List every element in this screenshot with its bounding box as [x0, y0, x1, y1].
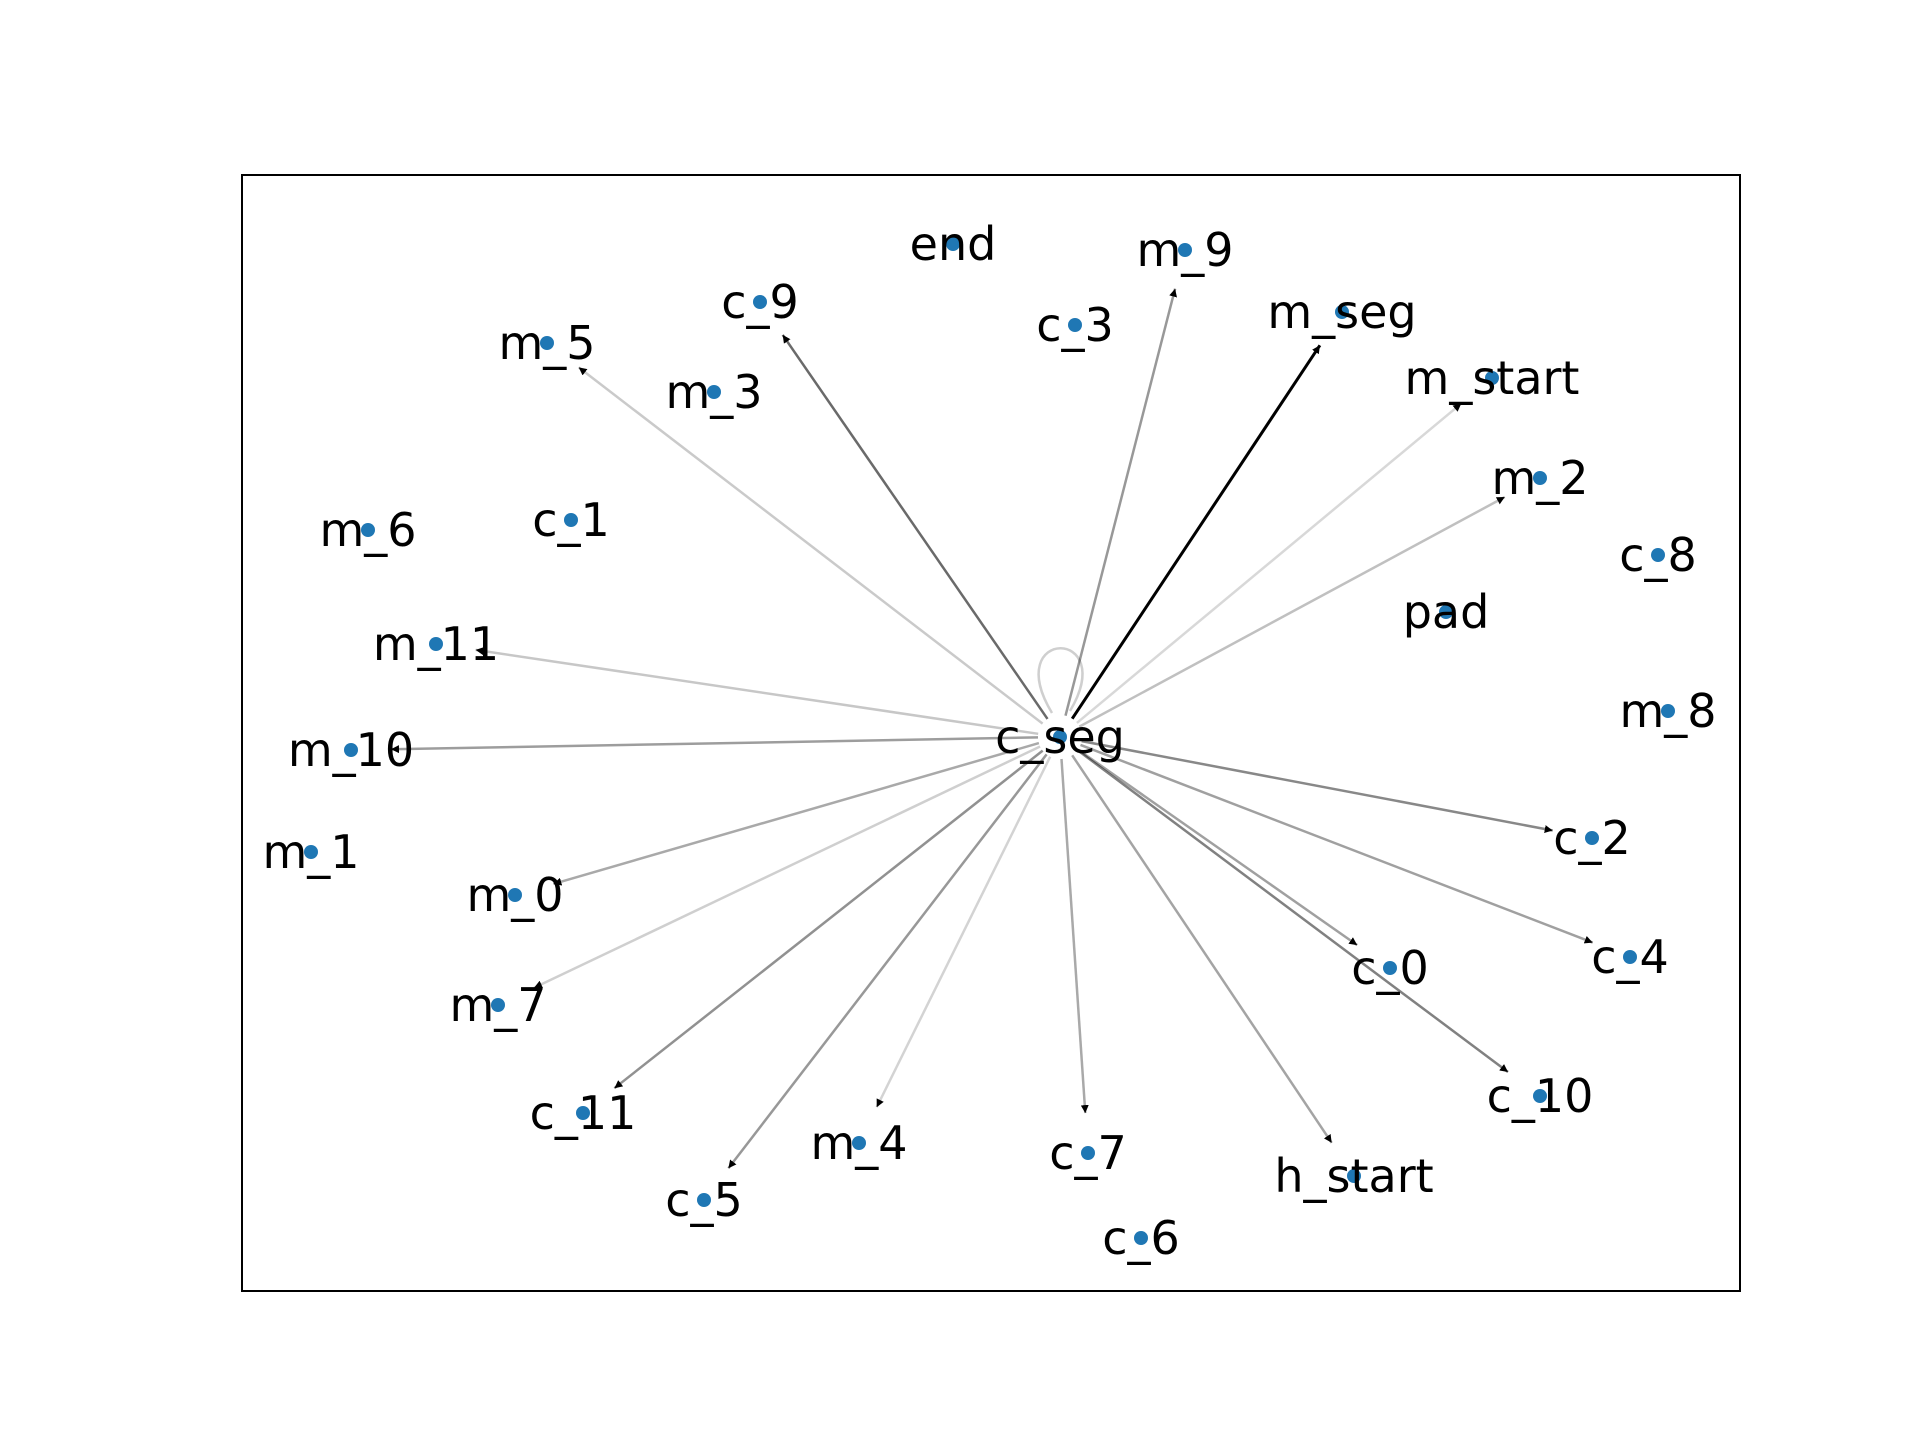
- node-c_6: [1134, 1231, 1148, 1245]
- edge-c_seg-to-c_10: [1076, 749, 1509, 1074]
- node-label-c_6: c_6: [1102, 1211, 1180, 1265]
- node-m_7: [491, 998, 505, 1012]
- node-c_1: [564, 513, 578, 527]
- node-c_4: [1623, 950, 1637, 964]
- node-label-m_8: m_8: [1619, 684, 1716, 738]
- node-m_6: [361, 523, 375, 537]
- node-m_10: [344, 743, 358, 757]
- node-label-m_seg: m_seg: [1267, 285, 1416, 339]
- node-c_11: [576, 1106, 590, 1120]
- edge-c_seg-to-m_10: [390, 736, 1039, 754]
- edge-c_seg-to-c_7: [1060, 758, 1089, 1114]
- node-label-m_10: m_10: [288, 723, 414, 777]
- edge-c_seg-to-m_11: [475, 647, 1039, 736]
- node-label-m_6: m_6: [319, 503, 416, 557]
- node-label-c_seg: c_seg: [995, 710, 1125, 764]
- node-label-c_8: c_8: [1619, 528, 1697, 582]
- edge-c_seg-to-m_5: [577, 366, 1044, 725]
- node-label-m_7: m_7: [449, 978, 546, 1032]
- node-label-m_3: m_3: [665, 365, 762, 419]
- node-label-h_start: h_start: [1274, 1149, 1433, 1203]
- node-label-c_2: c_2: [1553, 811, 1631, 865]
- node-m_2: [1533, 471, 1547, 485]
- node-label-c_1: c_1: [532, 493, 610, 547]
- node-h_start: [1347, 1169, 1361, 1183]
- edges-layer: [390, 288, 1594, 1170]
- node-label-m_9: m_9: [1136, 223, 1233, 277]
- edge-c_seg-to-m_4: [875, 756, 1052, 1108]
- node-c_2: [1585, 831, 1599, 845]
- edge-self-loop-c_seg: [1037, 647, 1084, 714]
- node-pad: [1439, 605, 1453, 619]
- node-m_4: [852, 1136, 866, 1150]
- nodes-layer: [304, 237, 1675, 1245]
- node-label-m_1: m_1: [262, 825, 359, 879]
- plot-frame: [241, 174, 1741, 1292]
- edge-c_seg-to-m_seg: [1070, 344, 1322, 720]
- node-m_0: [508, 888, 522, 902]
- edge-c_seg-to-c_9: [781, 334, 1049, 720]
- node-c_8: [1651, 548, 1665, 562]
- node-c_3: [1068, 318, 1082, 332]
- node-label-m_5: m_5: [498, 316, 595, 370]
- node-label-m_4: m_4: [810, 1116, 907, 1170]
- node-label-c_11: c_11: [530, 1086, 637, 1140]
- edge-c_seg-to-m_7: [533, 745, 1041, 989]
- edge-c_seg-to-c_2: [1081, 739, 1553, 833]
- node-m_1: [304, 845, 318, 859]
- node-c_0: [1383, 961, 1397, 975]
- node-label-c_10: c_10: [1487, 1069, 1594, 1123]
- node-c_7: [1081, 1146, 1095, 1160]
- node-label-c_5: c_5: [665, 1173, 743, 1227]
- node-label-c_4: c_4: [1591, 930, 1669, 984]
- node-m_3: [707, 385, 721, 399]
- node-c_10: [1533, 1089, 1547, 1103]
- edge-c_seg-to-h_start: [1071, 754, 1333, 1144]
- node-label-end: end: [910, 217, 997, 271]
- labels-layer: c_seg end m_9 c_9 m_seg c_3 m_5 m_3 m_start m_2 m_…: [262, 217, 1716, 1265]
- node-label-m_2: m_2: [1491, 451, 1588, 505]
- node-end: [946, 237, 960, 251]
- node-label-pad: pad: [1403, 585, 1490, 639]
- edge-c_seg-to-c_4: [1080, 743, 1594, 944]
- edge-c_seg-to-c_11: [613, 749, 1044, 1090]
- node-c_9: [753, 295, 767, 309]
- edge-c_seg-to-m_start: [1076, 402, 1462, 724]
- node-label-c_0: c_0: [1351, 941, 1429, 995]
- node-m_11: [429, 637, 443, 651]
- node-label-c_3: c_3: [1036, 298, 1114, 352]
- node-m_5: [540, 336, 554, 350]
- node-label-m_11: m_11: [373, 617, 499, 671]
- edge-c_seg-to-m_2: [1078, 495, 1506, 728]
- node-label-m_0: m_0: [466, 868, 563, 922]
- node-m_start: [1485, 371, 1499, 385]
- node-c_seg: [1053, 730, 1067, 744]
- node-m_seg: [1335, 305, 1349, 319]
- node-c_5: [697, 1193, 711, 1207]
- node-label-c_7: c_7: [1049, 1126, 1127, 1180]
- node-m_9: [1178, 243, 1192, 257]
- edge-c_seg-to-m_9: [1064, 288, 1177, 717]
- node-m_8: [1661, 704, 1675, 718]
- edge-c_seg-to-c_0: [1077, 748, 1358, 947]
- node-label-m_start: m_start: [1405, 351, 1580, 405]
- node-label-c_9: c_9: [721, 275, 799, 329]
- edge-c_seg-to-c_5: [727, 753, 1048, 1170]
- edge-c_seg-to-m_0: [553, 741, 1040, 886]
